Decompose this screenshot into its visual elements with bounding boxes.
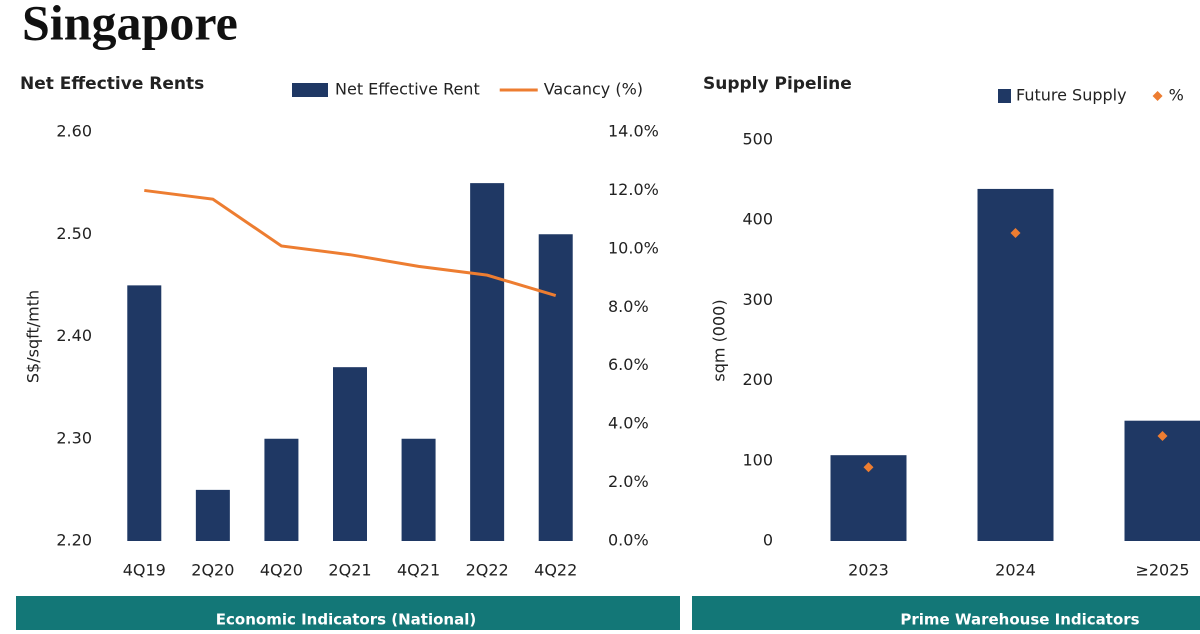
- y-tick-label: 2.50: [56, 224, 92, 243]
- y2-tick-label: 4.0%: [608, 414, 649, 433]
- bar: [539, 234, 573, 541]
- bar: [333, 367, 367, 541]
- legend-swatch: [292, 83, 328, 97]
- bar: [196, 490, 230, 541]
- x-tick-label: 4Q22: [534, 561, 577, 580]
- legend-label: Future Supply: [1016, 86, 1127, 105]
- bar: [978, 189, 1054, 541]
- bar: [264, 439, 298, 541]
- y-tick-label: 2.20: [56, 531, 92, 550]
- x-tick-label: 2Q22: [466, 561, 509, 580]
- legend-label: %: [1169, 86, 1184, 105]
- x-tick-label: ≥2025: [1135, 561, 1189, 580]
- y-axis-label: sqm (000): [710, 299, 729, 381]
- legend-swatch: [998, 89, 1011, 103]
- x-tick-label: 2Q21: [328, 561, 371, 580]
- y-axis-label: S$/sqft/mth: [24, 290, 43, 383]
- y-tick-label: 300: [742, 290, 773, 309]
- bar: [127, 285, 161, 541]
- legend-label: Net Effective Rent: [335, 80, 480, 99]
- chart-title: Supply Pipeline: [703, 74, 852, 94]
- y-tick-label: 2.60: [56, 122, 92, 141]
- x-tick-label: 2024: [995, 561, 1036, 580]
- y-tick-label: 2.30: [56, 428, 92, 447]
- y2-tick-label: 0.0%: [608, 531, 649, 550]
- page-title: Singapore: [22, 0, 238, 50]
- x-tick-label: 4Q21: [397, 561, 440, 580]
- y-tick-label: 200: [742, 370, 773, 389]
- legend-swatch: [1153, 91, 1163, 101]
- y-tick-label: 500: [742, 130, 773, 149]
- x-tick-label: 2023: [848, 561, 889, 580]
- bar: [470, 183, 504, 541]
- y2-tick-label: 2.0%: [608, 472, 649, 491]
- x-tick-label: 4Q20: [260, 561, 303, 580]
- y2-tick-label: 10.0%: [608, 238, 659, 257]
- y2-tick-label: 12.0%: [608, 180, 659, 199]
- y-tick-label: 400: [742, 210, 773, 229]
- chart-title: Net Effective Rents: [20, 74, 204, 94]
- y-tick-label: 100: [742, 450, 773, 469]
- y2-tick-label: 6.0%: [608, 355, 649, 374]
- x-tick-label: 2Q20: [191, 561, 234, 580]
- bar: [402, 439, 436, 541]
- footer-label: Prime Warehouse Indicators: [900, 611, 1139, 629]
- y-tick-label: 0: [763, 531, 773, 550]
- y2-tick-label: 14.0%: [608, 122, 659, 141]
- footer-label: Economic Indicators (National): [216, 611, 476, 629]
- y2-tick-label: 8.0%: [608, 297, 649, 316]
- legend-label: Vacancy (%): [544, 80, 643, 99]
- y-tick-label: 2.40: [56, 326, 92, 345]
- x-tick-label: 4Q19: [123, 561, 166, 580]
